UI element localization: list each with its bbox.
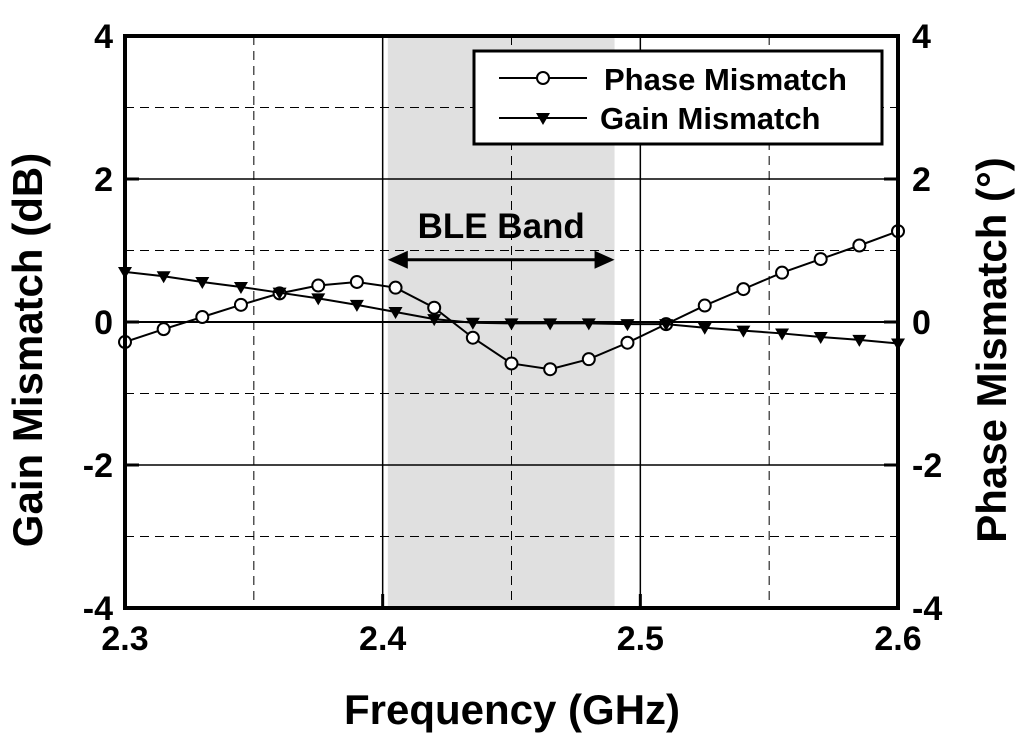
gain-mismatch-point — [504, 318, 519, 331]
band-annotation: BLE Band — [387, 207, 615, 269]
phase-mismatch-point — [581, 352, 596, 367]
gain-mismatch-point — [311, 293, 326, 306]
y-axis-title-right: Phase Mismatch (°) — [968, 157, 1015, 543]
y-tick-label-right: 2 — [912, 161, 931, 199]
phase-mismatch-point — [156, 322, 171, 337]
phase-mismatch-point — [427, 300, 442, 315]
gain-mismatch-point — [156, 271, 171, 284]
band-label: BLE Band — [418, 207, 585, 246]
y-tick-label-left: 4 — [94, 18, 113, 56]
tick-marks — [123, 34, 900, 610]
gain-mismatch-point — [620, 319, 635, 332]
phase-mismatch-point — [697, 298, 712, 313]
y-tick-label-left: 0 — [94, 304, 113, 342]
x-axis-title: Frequency (GHz) — [344, 686, 680, 733]
phase-mismatch-point — [543, 362, 558, 377]
phase-mismatch-point — [233, 297, 248, 312]
gain-mismatch-point — [465, 317, 480, 330]
gain-mismatch-point — [195, 276, 210, 289]
x-tick-label: 2.6 — [874, 620, 921, 658]
phase-mismatch-point — [311, 278, 326, 293]
gain-mismatch-point — [852, 334, 867, 347]
legend-box — [472, 49, 884, 146]
gain-mismatch-point — [581, 318, 596, 331]
legend-marker-gain — [536, 113, 550, 125]
y-tick-label-right: 4 — [912, 18, 931, 56]
legend-label-phase: Phase Mismatch — [604, 62, 847, 97]
gain-mismatch-point — [659, 319, 674, 332]
phase-mismatch-point — [813, 252, 828, 267]
phase-mismatch-point — [736, 282, 751, 297]
phase-mismatch-point — [852, 238, 867, 253]
phase-mismatch-point — [620, 335, 635, 350]
phase-mismatch-point — [388, 280, 403, 295]
phase-mismatch-point — [349, 274, 364, 289]
gain-mismatch-point — [427, 314, 442, 327]
gain-mismatch-point — [388, 306, 403, 319]
gain-mismatch-point — [775, 328, 790, 341]
phase-mismatch-point — [195, 309, 210, 324]
phase-mismatch-point — [465, 330, 480, 345]
legend-marker-phase — [536, 71, 550, 85]
y-axis-title-left: Gain Mismatch (dB) — [4, 153, 51, 547]
y-tick-label-right: 0 — [912, 304, 931, 342]
x-tick-label: 2.4 — [359, 620, 406, 658]
phase-mismatch-point — [504, 356, 519, 371]
y-tick-label-left: -4 — [83, 590, 113, 628]
y-tick-label-right: -2 — [912, 447, 942, 485]
gain-mismatch-point — [543, 318, 558, 331]
gain-mismatch-point — [813, 332, 828, 345]
y-tick-label-right: -4 — [912, 590, 942, 628]
legend-label-gain: Gain Mismatch — [600, 101, 821, 136]
y-tick-label-left: 2 — [94, 161, 113, 199]
gain-mismatch-point — [736, 325, 751, 338]
y-tick-label-left: -2 — [83, 447, 113, 485]
gain-mismatch-point — [697, 322, 712, 335]
band-arrow-left-head — [387, 250, 408, 269]
tick-labels: 2.3 2.4 2.5 2.6 4 2 0 -2 -4 4 2 0 -2 -4 — [83, 18, 943, 658]
gain-mismatch-point — [349, 299, 364, 312]
x-tick-label: 2.5 — [617, 620, 664, 658]
gain-mismatch-point — [233, 281, 248, 294]
legend: Phase Mismatch Gain Mismatch — [472, 49, 884, 146]
band-arrow-right-head — [594, 250, 615, 269]
x-tick-label: 2.3 — [101, 620, 148, 658]
phase-mismatch-point — [775, 265, 790, 280]
gain-mismatch-point — [272, 287, 287, 300]
